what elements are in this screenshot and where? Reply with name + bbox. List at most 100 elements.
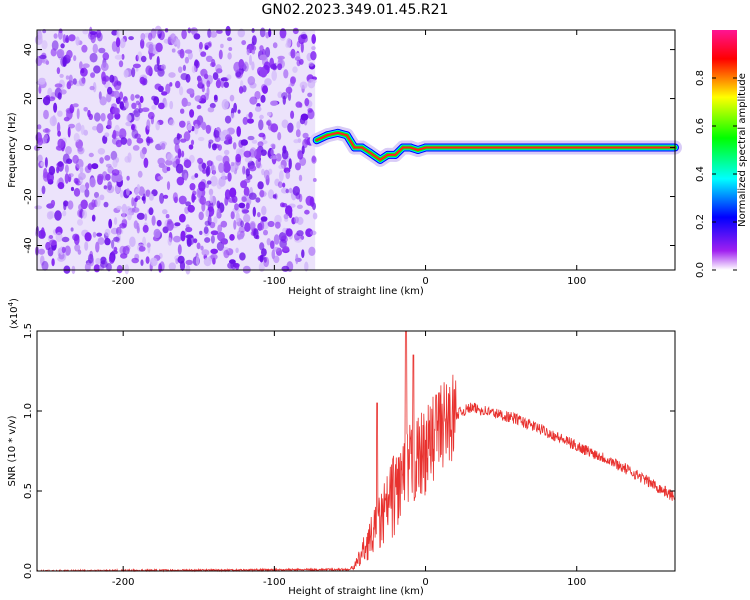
heatmap-noise-blob: [213, 216, 218, 225]
heatmap-noise-blob: [54, 210, 62, 221]
heatmap-noise-blob: [270, 155, 278, 160]
heatmap-noise-blob: [48, 165, 56, 176]
heatmap-noise-blob: [78, 77, 86, 87]
heatmap-noise-blob: [168, 119, 175, 126]
heatmap-noise-blob: [81, 209, 88, 219]
heatmap-noise-blob: [185, 259, 193, 265]
heatmap-noise-blob: [266, 111, 272, 117]
heatmap-noise-blob: [34, 205, 43, 210]
heatmap-noise-blob: [118, 60, 124, 68]
heatmap-noise-blob: [144, 213, 148, 221]
heatmap-noise-blob: [68, 173, 74, 178]
heatmap-noise-blob: [119, 223, 127, 229]
heatmap-noise-blob: [202, 168, 207, 174]
heatmap-noise-blob: [238, 86, 244, 94]
heatmap-noise-blob: [145, 41, 154, 49]
heatmap-noise-blob: [154, 64, 159, 72]
heatmap-noise-blob: [76, 108, 80, 120]
heatmap-xtick-label: -200: [112, 276, 135, 287]
heatmap-noise-blob: [234, 203, 239, 211]
heatmap-noise-blob: [270, 143, 276, 148]
colorbar-tick-label: 0.2: [695, 214, 706, 230]
heatmap-noise-blob: [210, 248, 218, 254]
heatmap-noise-blob: [38, 78, 46, 85]
heatmap-noise-blob: [166, 153, 174, 161]
heatmap-noise-blob: [281, 203, 288, 208]
heatmap-noise-blob: [96, 232, 103, 237]
heatmap-noise-blob: [113, 236, 120, 242]
heatmap-noise-blob: [270, 148, 275, 156]
heatmap-noise-blob: [238, 59, 245, 69]
heatmap-noise-blob: [235, 263, 240, 270]
heatmap-noise-blob: [158, 162, 166, 168]
heatmap-noise-blob: [195, 255, 200, 266]
heatmap-noise-blob: [87, 109, 91, 118]
heatmap-noise-blob: [134, 197, 138, 202]
heatmap-plot-frame: [36, 29, 676, 271]
heatmap-noise-blob: [79, 166, 84, 174]
heatmap-noise-blob: [210, 31, 218, 38]
heatmap-noise-blob: [60, 43, 65, 49]
heatmap-noise-blob: [126, 209, 132, 221]
heatmap-noise-blob: [216, 208, 221, 219]
heatmap-noise-blob: [194, 59, 199, 67]
heatmap-noise-blob: [108, 218, 113, 229]
heatmap-ytick-label: 40: [23, 43, 34, 56]
heatmap-noise-blob: [114, 217, 118, 225]
heatmap-noise-blob: [126, 175, 130, 181]
heatmap-noise-blob: [116, 205, 122, 210]
heatmap-noise-blob: [292, 66, 298, 73]
heatmap-noise-blob: [194, 173, 199, 178]
heatmap-noise-blob: [53, 102, 58, 113]
heatmap-noise-blob: [73, 55, 77, 62]
heatmap-noise-blob: [52, 115, 56, 126]
heatmap-noise-blob: [57, 130, 61, 137]
colorbar-label: Normalized spectral amplitude: [737, 73, 748, 227]
heatmap-noise-blob: [209, 193, 213, 204]
snr-ticks: -200 -100 0 100 0.0 0.5 1.0 1.5: [23, 323, 675, 588]
heatmap-noise-blob: [252, 206, 256, 217]
heatmap-noise-blob: [297, 138, 302, 144]
heatmap-noise-blob: [266, 121, 270, 126]
heatmap-noise-blob: [294, 56, 301, 61]
figure-title: GN02.2023.349.01.45.R21: [262, 2, 449, 18]
heatmap-noise-blob: [107, 86, 113, 95]
heatmap-noise-blob: [248, 165, 257, 172]
heatmap-noise-blob: [62, 34, 67, 44]
heatmap-noise-blob: [201, 121, 207, 131]
heatmap-noise-blob: [183, 159, 192, 169]
heatmap-noise-blob: [47, 87, 53, 98]
heatmap-noise-blob: [84, 241, 89, 251]
heatmap-noise-blob: [190, 139, 195, 146]
colorbar-ticks: 0.0 0.2 0.4 0.6 0.8: [695, 70, 737, 278]
heatmap-ridge-segment: [416, 146, 427, 151]
heatmap-noise-blob: [139, 149, 146, 160]
heatmap-noise-blob: [89, 52, 98, 63]
heatmap-noise-blob: [168, 262, 176, 271]
heatmap-noise-blob: [148, 207, 154, 216]
heatmap-noise-blob: [258, 119, 264, 131]
snr-xtick-label: 100: [567, 577, 586, 588]
heatmap-noise-blob: [79, 61, 83, 70]
heatmap-noise-blob: [48, 235, 54, 239]
heatmap-noise-blob: [259, 27, 266, 38]
heatmap-noise-blob: [51, 40, 59, 51]
heatmap-noise-blob: [162, 209, 168, 215]
heatmap-noise-blob: [228, 47, 233, 51]
heatmap-noise-blob: [57, 138, 65, 149]
heatmap-noise-blob: [197, 157, 204, 164]
heatmap-noise-blob: [312, 178, 317, 182]
heatmap-noise-blob: [278, 164, 285, 170]
heatmap-noise-blob: [227, 262, 234, 269]
heatmap-noise-blob: [131, 207, 140, 213]
heatmap-noise-blob: [185, 73, 191, 83]
heatmap-noise-blob: [193, 119, 201, 127]
heatmap-noise-blob: [295, 162, 301, 171]
heatmap-noise-blob: [174, 143, 180, 153]
heatmap-noise-blob: [51, 258, 55, 267]
heatmap-noise-blob: [131, 102, 137, 110]
heatmap-noise-blob: [102, 135, 108, 144]
heatmap-noise-blob: [104, 228, 111, 237]
heatmap-noise-blob: [180, 230, 186, 242]
heatmap-noise-blob: [166, 166, 171, 172]
